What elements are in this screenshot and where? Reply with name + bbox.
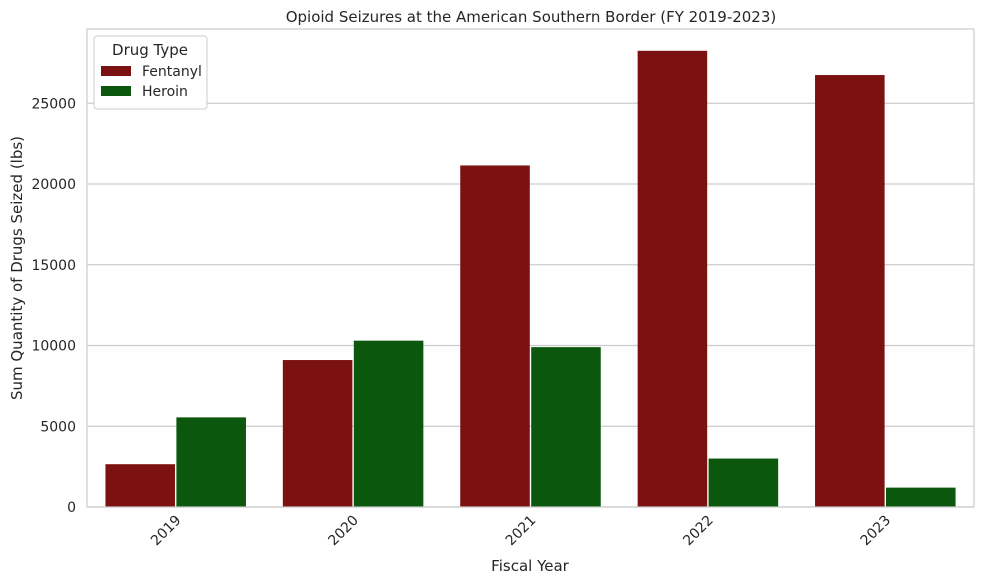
bars: [105, 50, 956, 508]
y-tick-labels: 0 5000 10000 15000 20000 25000: [31, 96, 76, 516]
legend-swatch-heroin: [101, 86, 131, 96]
legend-swatch-fentanyl: [101, 66, 131, 76]
bar-heroin-2021: [531, 347, 601, 507]
legend: Drug Type Fentanyl Heroin: [93, 35, 208, 110]
y-tick-label: 15000: [31, 258, 76, 274]
bar-fentanyl-2019: [105, 464, 175, 507]
x-tick-label: 2022: [680, 513, 717, 550]
bar-heroin-2020: [353, 340, 424, 507]
x-tick-label: 2020: [325, 513, 362, 550]
bar-fentanyl-2020: [282, 360, 353, 507]
bar-fentanyl-2021: [460, 165, 530, 507]
chart-title: Opioid Seizures at the American Southern…: [286, 8, 777, 26]
y-tick-label: 10000: [31, 339, 76, 355]
bar-fentanyl-2022: [637, 50, 708, 508]
bar-heroin-2023: [886, 487, 956, 507]
y-tick-label: 25000: [31, 96, 76, 112]
x-tick-label: 2023: [858, 513, 895, 550]
bar-heroin-2022: [708, 458, 779, 507]
legend-title: Drug Type: [112, 41, 188, 59]
y-tick-label: 20000: [31, 177, 76, 193]
y-tick-label: 0: [67, 500, 76, 516]
bar-heroin-2019: [176, 417, 246, 507]
legend-label-heroin: Heroin: [142, 84, 188, 100]
y-tick-label: 5000: [40, 419, 76, 435]
y-axis-label: Sum Quantity of Drugs Seized (lbs): [8, 136, 26, 400]
bar-fentanyl-2023: [815, 75, 885, 507]
plot-frame: [86, 28, 975, 508]
x-tick-label: 2021: [503, 513, 540, 550]
x-axis-label: Fiscal Year: [491, 557, 569, 575]
x-tick-label: 2019: [148, 513, 185, 550]
x-tick-labels: 2019 2020 2021 2022 2023: [148, 513, 894, 550]
legend-label-fentanyl: Fentanyl: [142, 64, 202, 80]
